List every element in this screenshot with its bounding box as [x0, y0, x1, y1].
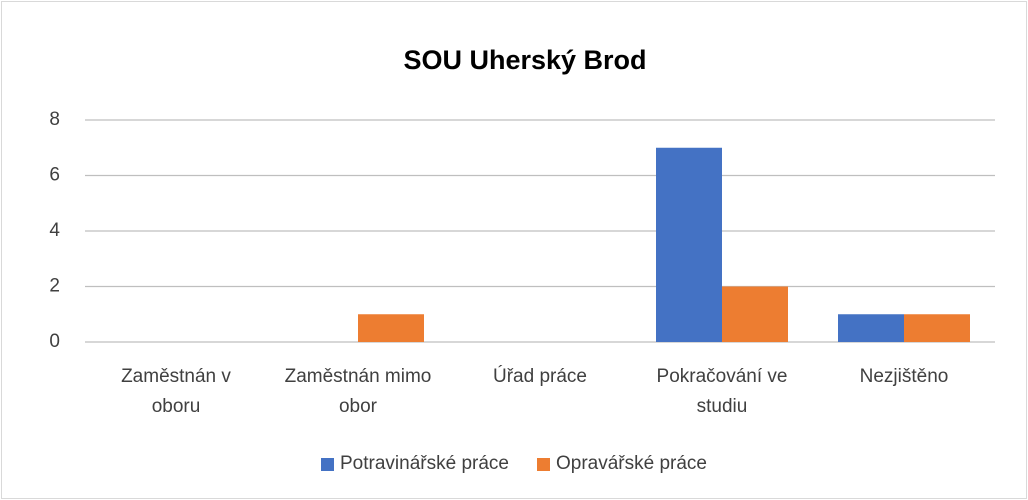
bar — [838, 314, 904, 342]
bar — [904, 314, 970, 342]
legend-item: Opravářské práce — [536, 453, 707, 475]
y-tick-label: 0 — [49, 331, 60, 352]
bar — [358, 314, 424, 342]
y-tick-label: 2 — [49, 276, 60, 297]
y-tick-label: 8 — [49, 109, 60, 130]
legend-label: Potravinářské práce — [340, 453, 509, 474]
x-tick-label: Zaměstnán mimo obor — [284, 366, 432, 417]
x-tick-label: Úřad práce — [493, 366, 587, 387]
y-tick-label: 4 — [49, 220, 60, 241]
bar — [722, 286, 788, 342]
legend-swatch — [321, 457, 334, 471]
bar — [656, 147, 722, 342]
y-tick-label: 6 — [49, 165, 60, 186]
x-tick-label: Pokračování ve studiu — [656, 366, 788, 417]
legend-swatch — [536, 457, 550, 471]
x-tick-label: Nezjištěno — [859, 366, 949, 387]
x-tick-label: Zaměstnán v oboru — [121, 366, 231, 417]
legend-label: Opravářské práce — [555, 453, 707, 474]
legend: Potravinářské práce Opravářské práce — [0, 453, 1028, 475]
legend-item: Potravinářské práce — [321, 453, 509, 475]
chart-title: SOU Uherský Brod — [403, 45, 646, 75]
